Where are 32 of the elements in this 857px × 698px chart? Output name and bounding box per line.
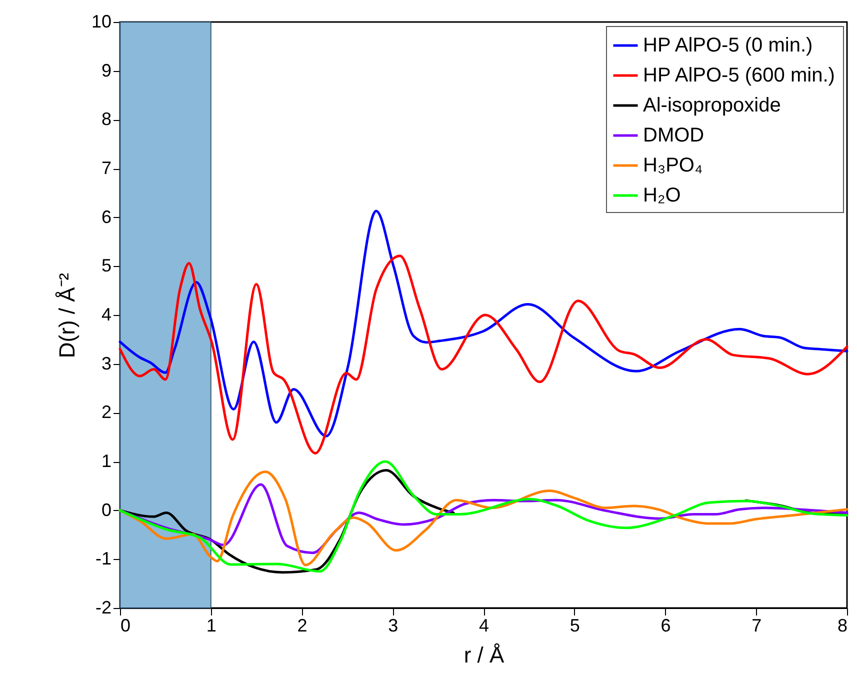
legend-label: HP AlPO-5 (0 min.) (643, 34, 813, 56)
y-tick-label: 7 (101, 158, 112, 178)
y-tick-label: -2 (95, 598, 112, 618)
legend-label: Al-isopropoxide (643, 94, 781, 116)
x-tick-label: 5 (570, 616, 580, 636)
x-tick-label: 0 (120, 616, 131, 636)
y-tick-label: 10 (91, 12, 112, 32)
x-axis-title: r / Å (464, 642, 504, 668)
y-tick-label: 2 (101, 402, 112, 422)
y-tick-label: 9 (101, 60, 112, 80)
legend-label: DMOD (643, 124, 704, 146)
legend-label: H₂O (643, 184, 681, 206)
line-series (118, 210, 848, 438)
x-tick-label: 4 (478, 616, 490, 636)
y-tick-label: -1 (95, 548, 112, 569)
legend-label: H₃PO₄ (643, 154, 703, 176)
y-tick-label: 3 (101, 353, 112, 374)
x-tick-label: 3 (388, 616, 398, 636)
line-series (118, 254, 848, 454)
legend-label: HP AlPO-5 (600 min.) (643, 64, 835, 86)
y-tick-label: 6 (101, 206, 112, 227)
x-tick-label: 8 (837, 616, 848, 636)
x-tick-label: 1 (206, 616, 216, 636)
y-tick-label: 4 (101, 304, 112, 324)
x-tick-label: 6 (660, 616, 671, 636)
y-tick-label: 1 (101, 451, 112, 471)
x-tick-label: 7 (752, 616, 762, 636)
x-tick-label: 2 (297, 616, 308, 636)
y-tick-label: 0 (101, 500, 112, 520)
y-tick-label: 5 (101, 256, 112, 276)
y-tick-label: 8 (101, 109, 112, 130)
y-axis-title: D(r) / Å⁻² (54, 272, 80, 358)
